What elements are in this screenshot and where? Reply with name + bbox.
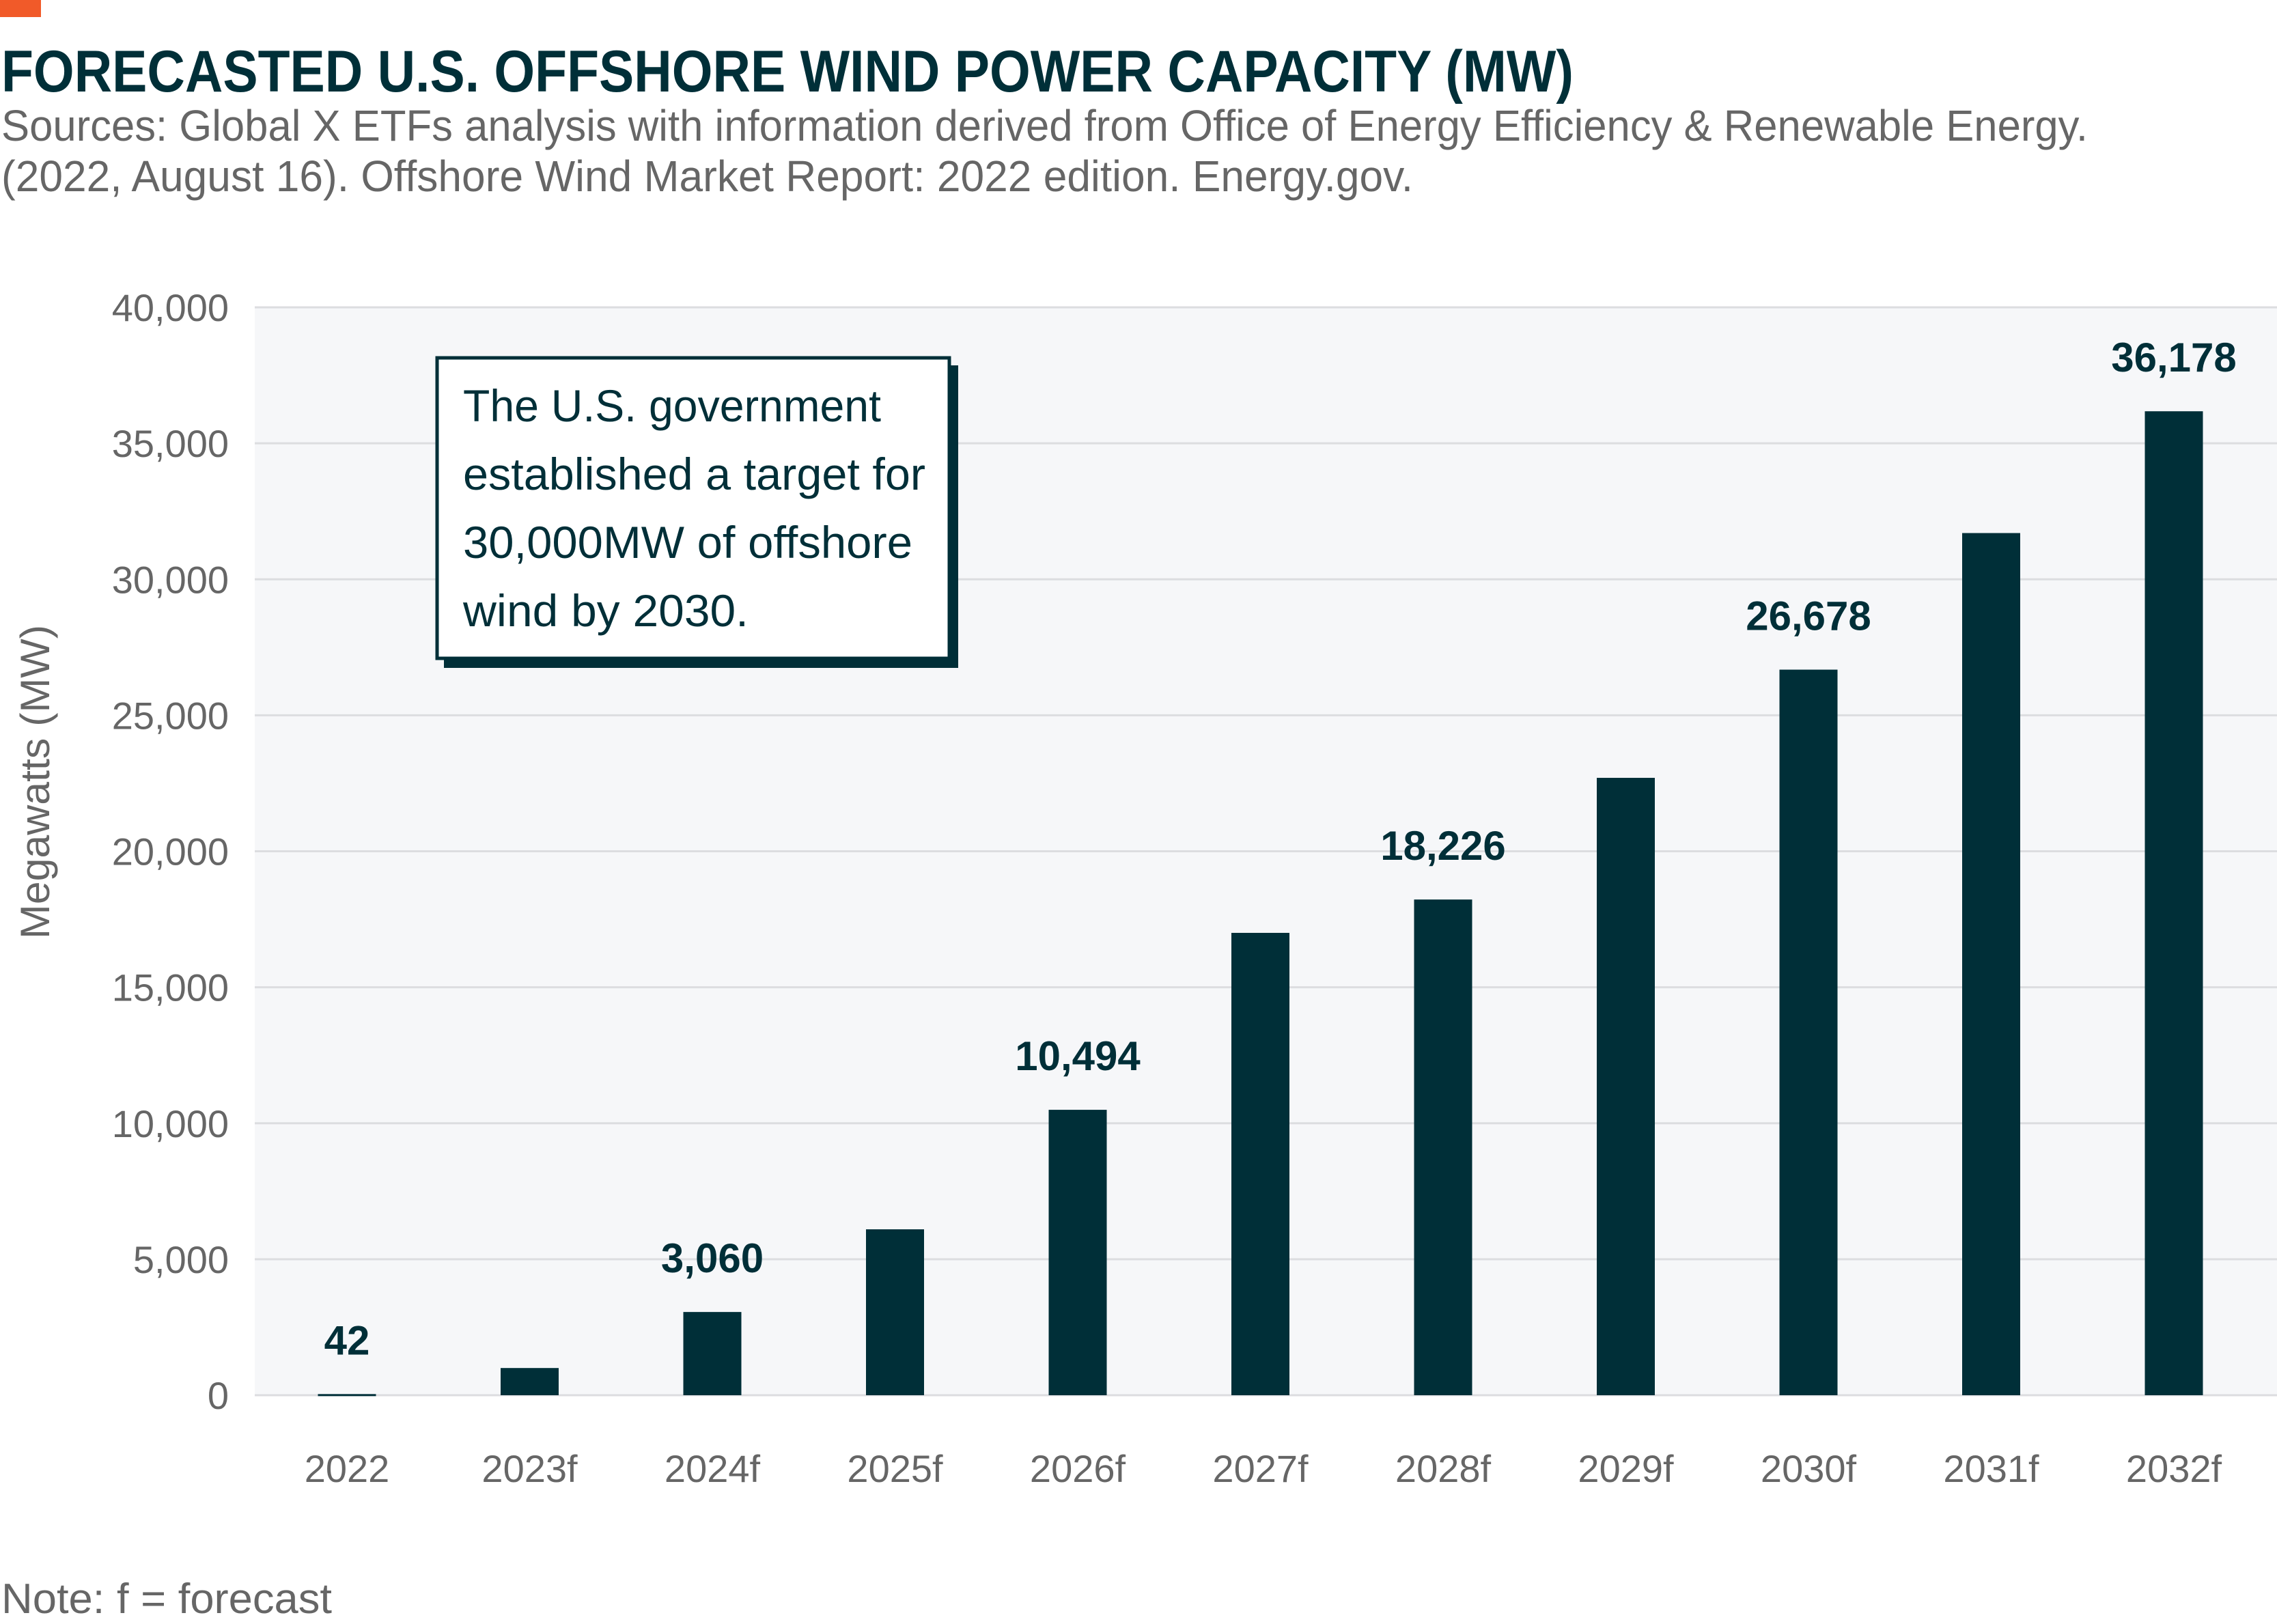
y-axis-label: Megawatts (MW) <box>12 625 58 939</box>
y-tick-label: 0 <box>208 1374 229 1417</box>
y-tick-label: 35,000 <box>112 422 229 465</box>
bar-2024f <box>683 1312 742 1395</box>
y-tick-label: 20,000 <box>112 830 229 873</box>
x-tick-label: 2027f <box>1212 1447 1309 1490</box>
data-label: 26,678 <box>1746 593 1871 639</box>
y-tick-label: 25,000 <box>112 694 229 737</box>
accent-bar <box>0 0 41 17</box>
x-tick-label: 2025f <box>847 1447 943 1490</box>
y-tick-label: 5,000 <box>133 1238 229 1281</box>
y-tick-label: 40,000 <box>112 286 229 329</box>
bar-2022 <box>318 1394 376 1397</box>
subtitle-line-1: Sources: Global X ETFs analysis with inf… <box>1 101 2088 150</box>
data-label: 10,494 <box>1015 1033 1141 1079</box>
y-tick-label: 30,000 <box>112 558 229 601</box>
subtitle-line-2: (2022, August 16). Offshore Wind Market … <box>1 152 1413 201</box>
x-tick-label: 2030f <box>1761 1447 1857 1490</box>
x-tick-label: 2026f <box>1030 1447 1126 1490</box>
bar-2027f <box>1231 932 1289 1395</box>
bar-2025f <box>866 1229 924 1395</box>
data-label: 3,060 <box>661 1235 764 1281</box>
data-label: 18,226 <box>1380 823 1506 869</box>
y-tick-label: 15,000 <box>112 966 229 1009</box>
x-tick-label: 2024f <box>665 1447 761 1490</box>
x-tick-label: 2028f <box>1395 1447 1492 1490</box>
x-tick-label: 2029f <box>1578 1447 1674 1490</box>
annotation-line-4: wind by 2030. <box>462 585 749 636</box>
bar-2028f <box>1414 899 1472 1395</box>
data-label: 36,178 <box>2111 335 2237 380</box>
annotation-box: The U.S. government established a target… <box>435 356 958 668</box>
bars <box>318 411 2203 1397</box>
bar-2031f <box>1962 533 2020 1395</box>
x-tick-label: 2022 <box>305 1447 390 1490</box>
annotation-line-2: established a target for <box>463 449 925 499</box>
chart-title: FORECASTED U.S. OFFSHORE WIND POWER CAPA… <box>1 39 1574 104</box>
y-axis-ticks: 0 5,000 10,000 15,000 20,000 25,000 30,000 35,0… <box>112 286 229 1417</box>
x-tick-label: 2023f <box>481 1447 578 1490</box>
annotation-line-3: 30,000MW of offshore <box>463 517 912 568</box>
y-tick-label: 10,000 <box>112 1102 229 1145</box>
x-tick-label: 2032f <box>2126 1447 2222 1490</box>
data-label: 42 <box>324 1317 370 1363</box>
bar-2023f <box>501 1368 559 1395</box>
bar-2030f <box>1779 669 1838 1396</box>
data-labels: 42 3,060 10,494 18,226 26,678 36,178 <box>324 335 2237 1363</box>
bar-2032f <box>2145 411 2203 1395</box>
x-axis-ticks: 2022 2023f 2024f 2025f 2026f 2027f 2028f 2029f 2… <box>305 1447 2222 1490</box>
x-tick-label: 2031f <box>1943 1447 2039 1490</box>
bar-2029f <box>1597 777 1655 1395</box>
bar-2026f <box>1048 1110 1107 1395</box>
annotation-line-1: The U.S. government <box>463 380 881 431</box>
footnote: Note: f = forecast <box>1 1576 332 1623</box>
